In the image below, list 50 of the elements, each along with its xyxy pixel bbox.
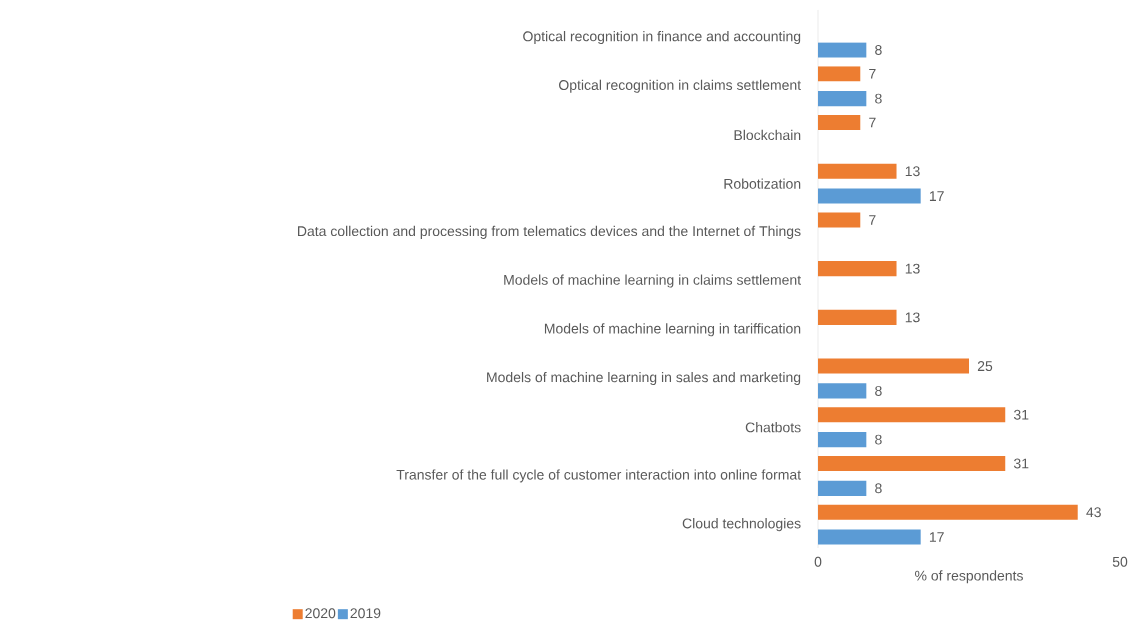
- y-tick-label: Optical recognition in finance and accounting: [523, 30, 801, 45]
- bar: [818, 261, 897, 277]
- bar: [818, 42, 867, 58]
- bar: [818, 455, 1006, 472]
- bar: [818, 407, 1006, 423]
- y-tick-label: Models of machine learning in claims settlement: [504, 274, 801, 288]
- data-label: 17: [929, 191, 944, 201]
- bar: [818, 383, 867, 399]
- bar: [818, 163, 897, 179]
- data-label: 43: [1086, 507, 1101, 518]
- y-tick-label: Transfer of the full cycle of customer interaction into online format: [396, 469, 801, 483]
- y-tick-label: Models of machine learning in tariffication: [544, 323, 801, 337]
- bar: [818, 66, 861, 82]
- bar: [818, 212, 861, 228]
- y-tick-label: Blockchain: [734, 129, 801, 141]
- legend-label: 2019: [350, 608, 381, 619]
- data-label: 31: [1013, 409, 1029, 420]
- data-label: 13: [905, 263, 920, 274]
- data-label: 8: [875, 93, 882, 104]
- data-label: 8: [875, 385, 882, 396]
- y-tick-label: Cloud technologies: [682, 518, 801, 532]
- data-label: 25: [977, 361, 993, 372]
- bar: [818, 114, 861, 131]
- y-tick-label: Chatbots: [745, 422, 801, 433]
- bar: [818, 309, 897, 325]
- data-label: 8: [875, 483, 882, 494]
- y-tick-label: Robotization: [724, 178, 801, 189]
- bar: [818, 504, 1078, 520]
- data-label: 31: [1013, 458, 1029, 469]
- x-axis-title: % of respondents: [915, 570, 1023, 584]
- data-label: 7: [869, 69, 876, 79]
- legend-label: 2020: [305, 608, 336, 619]
- data-label: 13: [905, 166, 920, 177]
- y-tick-label: Data collection and processing from telematics devices and the Internet of Things: [298, 225, 801, 239]
- data-label: 13: [905, 312, 920, 323]
- x-tick-label: 50: [1112, 556, 1128, 567]
- bar: [818, 91, 867, 107]
- bar: [818, 358, 970, 374]
- bar: [818, 480, 867, 496]
- data-label: 7: [869, 117, 876, 128]
- data-label: 8: [875, 44, 882, 55]
- data-label: 17: [929, 532, 944, 542]
- x-tick-label: 0: [814, 556, 822, 567]
- bar: [818, 432, 867, 448]
- bar: [818, 188, 921, 204]
- y-tick-label: Models of machine learning in sales and marketing: [487, 371, 801, 386]
- data-label: 7: [869, 215, 876, 225]
- data-label: 8: [875, 434, 882, 445]
- y-tick-label: Optical recognition in claims settlement: [559, 79, 801, 93]
- bar: [818, 529, 921, 545]
